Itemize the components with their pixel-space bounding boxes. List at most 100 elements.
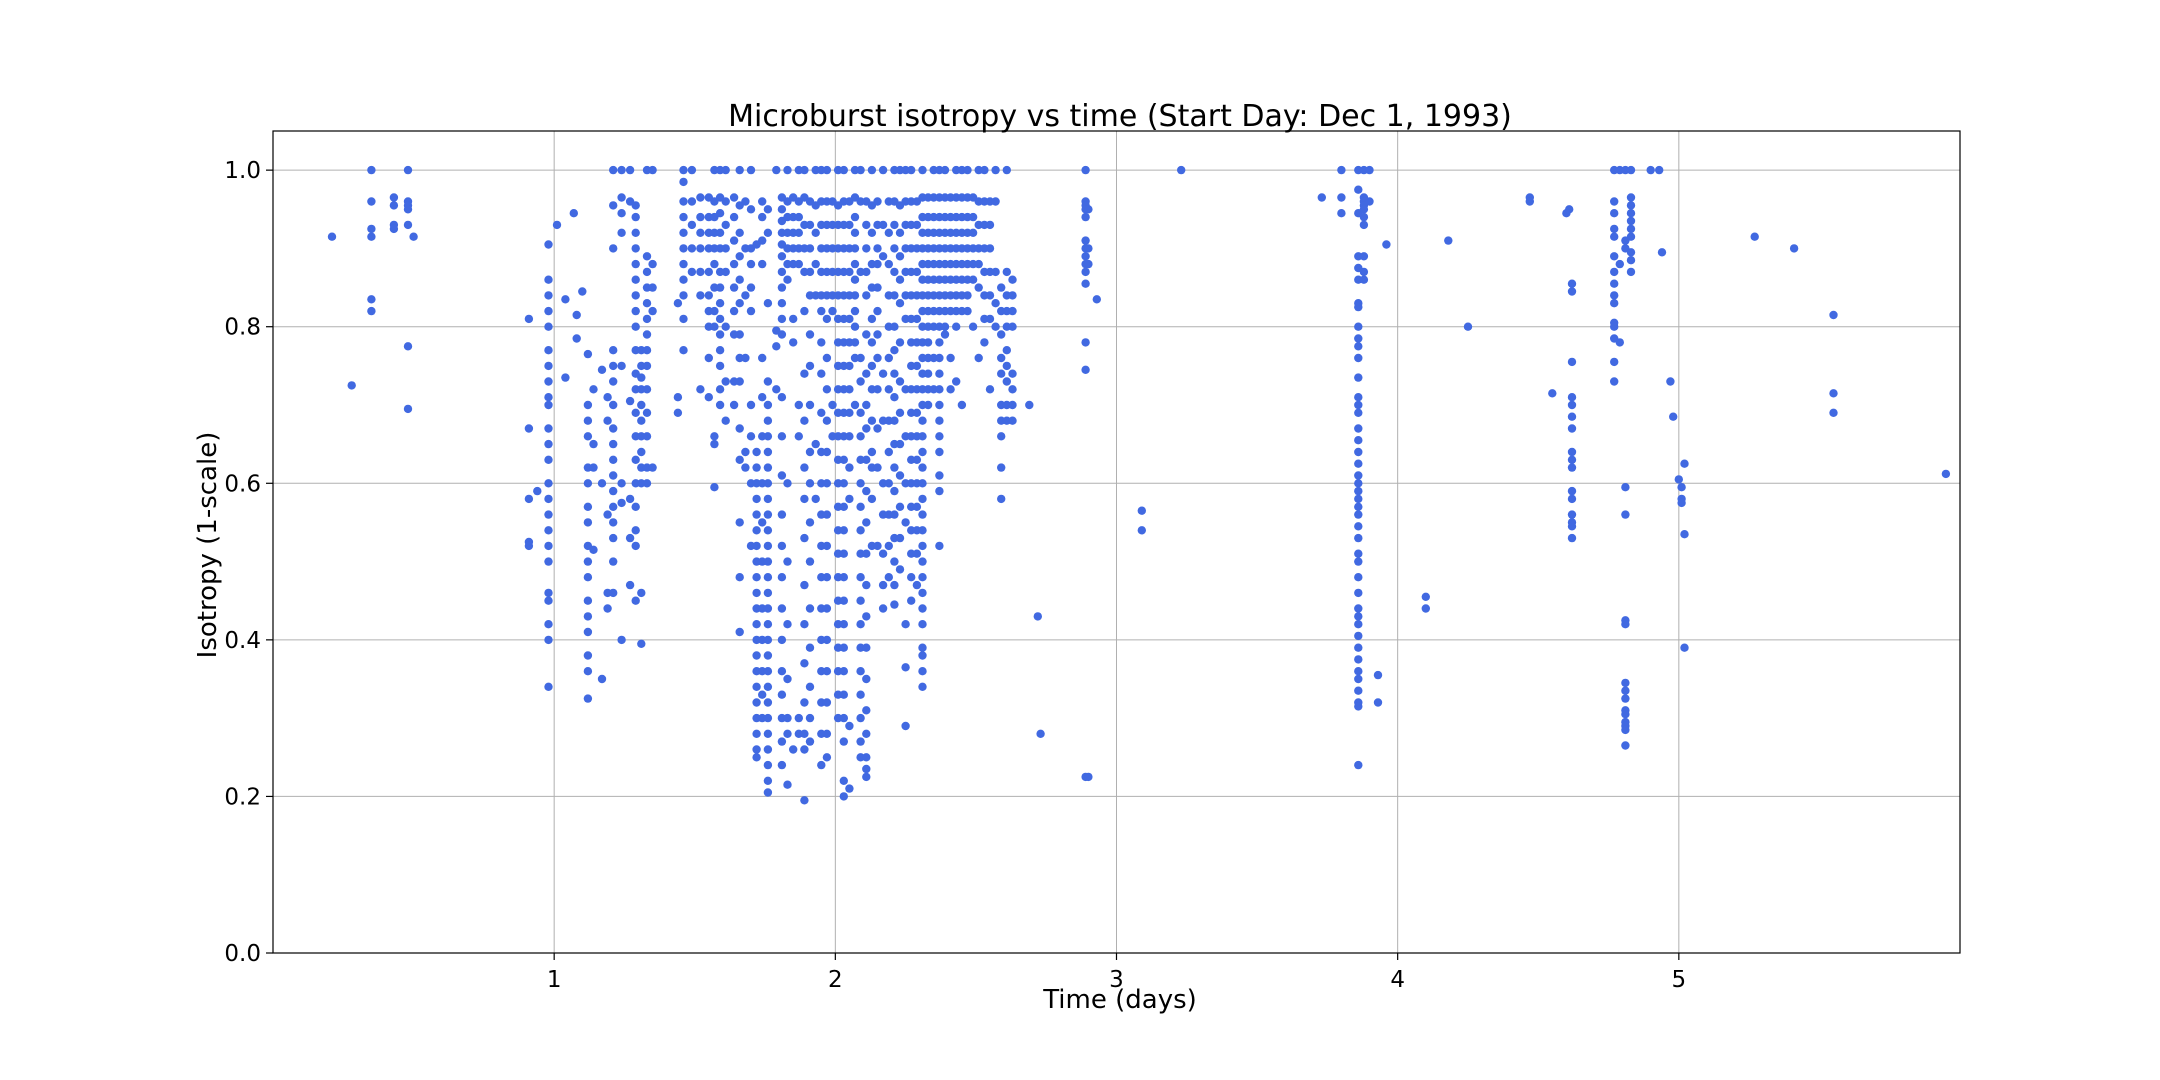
data-point [687, 165, 697, 175]
data-point [1008, 275, 1017, 284]
data-point [856, 737, 865, 746]
data-point [817, 760, 826, 770]
data-point [763, 604, 773, 613]
data-point [1084, 205, 1093, 214]
data-point [918, 494, 927, 504]
data-point [862, 424, 871, 433]
x-axis-label: Time (days) [1042, 985, 1197, 1015]
data-point [752, 447, 761, 457]
data-point [1354, 620, 1363, 629]
data-point [867, 314, 877, 324]
data-points [327, 165, 1951, 805]
data-point [817, 408, 826, 417]
data-point [746, 306, 756, 316]
data-point [735, 299, 744, 308]
data-point [772, 165, 781, 175]
data-point [752, 698, 761, 707]
data-point [710, 306, 719, 316]
x-tick-label: 3 [1109, 967, 1124, 993]
data-point [777, 667, 787, 676]
data-point [1354, 533, 1363, 543]
data-point [805, 557, 815, 566]
data-point [884, 541, 893, 551]
data-point [631, 228, 640, 237]
data-point [777, 205, 787, 214]
data-point [729, 283, 739, 292]
data-point [741, 197, 750, 206]
data-point [752, 510, 761, 519]
data-point [867, 228, 877, 237]
data-point [963, 306, 972, 316]
data-point [1567, 412, 1577, 421]
data-point [789, 314, 798, 324]
data-point [609, 588, 618, 598]
data-point [1621, 710, 1630, 719]
data-point [763, 573, 773, 582]
data-point [763, 510, 773, 519]
data-point [1354, 353, 1363, 363]
data-point [862, 674, 871, 684]
data-point [918, 557, 927, 566]
data-point [985, 385, 995, 394]
data-point [642, 385, 652, 394]
data-point [544, 240, 553, 249]
data-point [777, 541, 787, 551]
data-point [839, 596, 848, 605]
data-point [752, 620, 761, 629]
data-point [1354, 334, 1363, 343]
data-point [862, 549, 871, 558]
data-point [895, 408, 905, 417]
data-point [777, 604, 787, 613]
data-point [572, 310, 581, 320]
data-point [1655, 165, 1664, 175]
data-point [642, 408, 652, 417]
data-point [890, 267, 899, 277]
data-point [1033, 612, 1043, 621]
data-point [918, 682, 927, 691]
data-point [1750, 232, 1759, 241]
data-point [822, 353, 832, 363]
data-point [862, 518, 871, 527]
data-point [923, 400, 933, 410]
data-point [918, 447, 927, 457]
data-point [544, 393, 553, 402]
data-point [704, 353, 713, 363]
data-point [367, 295, 376, 304]
y-tick-label: 1.0 [224, 158, 261, 184]
data-point [1610, 357, 1619, 367]
data-point [609, 518, 618, 527]
data-point [544, 596, 553, 605]
data-point [746, 165, 756, 175]
data-point [777, 393, 787, 402]
data-point [878, 220, 888, 230]
data-point [673, 393, 683, 402]
data-point [642, 479, 652, 488]
data-point [895, 275, 905, 284]
data-point [856, 596, 865, 605]
data-point [974, 353, 983, 363]
data-point [673, 408, 683, 417]
data-point [850, 244, 860, 253]
data-point [597, 479, 607, 488]
chart-title: Microburst isotropy vs time (Start Day: … [728, 99, 1512, 134]
data-point [715, 228, 725, 237]
data-point [347, 381, 356, 390]
data-point [991, 267, 1000, 277]
data-point [963, 291, 972, 300]
data-point [597, 674, 607, 684]
data-point [561, 373, 570, 382]
data-point [1008, 322, 1017, 331]
data-point [862, 267, 871, 277]
data-point [850, 291, 860, 300]
data-point [856, 573, 865, 582]
data-point [1626, 224, 1636, 234]
data-point [839, 549, 848, 558]
data-point [1036, 729, 1045, 738]
data-point [617, 498, 626, 508]
data-point [822, 510, 832, 519]
data-point [822, 447, 832, 457]
data-point [544, 377, 553, 386]
data-point [687, 220, 697, 230]
data-point [884, 385, 893, 394]
data-point [524, 314, 534, 324]
